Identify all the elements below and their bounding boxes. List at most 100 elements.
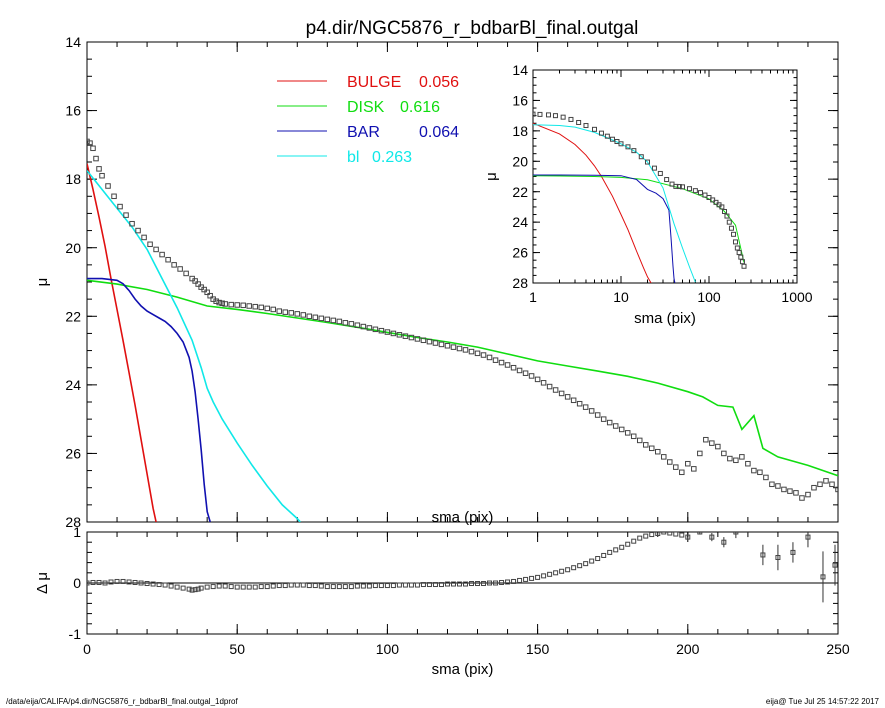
inset-ytick-label: 20	[512, 153, 528, 169]
data-point	[183, 270, 189, 277]
data-point	[336, 584, 342, 590]
main-ytick-label: 22	[65, 308, 81, 324]
data-point	[420, 337, 427, 344]
data-point	[546, 383, 553, 390]
main-ytick-label: 18	[65, 171, 81, 187]
data-point	[673, 464, 679, 470]
data-point	[330, 317, 337, 324]
data-point	[117, 203, 123, 210]
data-point	[258, 304, 264, 311]
data-point	[258, 584, 264, 590]
data-point	[686, 186, 692, 192]
inset-ytick-label: 16	[512, 92, 528, 108]
data-point	[685, 534, 691, 540]
data-point	[547, 571, 553, 577]
data-point	[444, 581, 450, 587]
data-point	[511, 578, 517, 584]
data-point	[545, 112, 551, 118]
main-plot: 14 16 18 20 22 24 26 28 sma (pix) μ	[34, 34, 839, 530]
data-point	[667, 532, 673, 536]
data-point	[360, 323, 367, 330]
data-point	[360, 583, 366, 589]
series-line-bulge	[533, 122, 652, 283]
data-point	[685, 460, 691, 467]
data-point	[426, 582, 432, 588]
data-point	[739, 259, 745, 265]
data-point	[592, 126, 598, 132]
data-point	[342, 320, 349, 326]
data-point	[721, 450, 727, 457]
data-point	[576, 400, 583, 407]
data-point	[150, 581, 156, 587]
data-point	[342, 584, 348, 590]
data-point	[738, 254, 744, 260]
inset-ytick-label: 26	[512, 245, 528, 261]
data-point	[598, 130, 604, 136]
data-point	[498, 359, 505, 366]
data-point	[306, 583, 312, 589]
data-point	[649, 445, 655, 452]
data-point	[733, 532, 739, 535]
data-point	[832, 562, 838, 568]
data-point	[129, 220, 135, 227]
data-point	[817, 481, 823, 488]
data-point	[805, 491, 811, 498]
data-point	[728, 225, 734, 231]
series-line-bar	[533, 174, 676, 283]
data-point	[560, 114, 566, 120]
inset-plot-area	[533, 111, 747, 283]
data-point	[468, 348, 475, 355]
legend-label-bulge: BULGE	[347, 74, 401, 91]
data-point	[480, 352, 487, 358]
data-point	[123, 212, 129, 218]
data-point	[165, 256, 171, 263]
residual-xtick-label: 200	[676, 641, 700, 657]
data-point	[252, 303, 258, 310]
data-point	[651, 165, 657, 171]
data-point	[559, 568, 565, 574]
data-point	[354, 322, 361, 328]
data-point	[664, 177, 670, 183]
data-point	[760, 552, 766, 558]
legend-value-bl: 0.263	[372, 149, 412, 166]
data-point	[746, 527, 750, 531]
data-point	[719, 204, 725, 210]
data-point	[604, 133, 610, 139]
data-point	[673, 532, 679, 537]
data-point	[414, 336, 421, 342]
data-point	[162, 582, 168, 588]
data-point	[643, 533, 649, 539]
data-point	[799, 495, 805, 501]
data-point	[456, 581, 462, 587]
data-point	[769, 481, 775, 488]
data-point	[384, 583, 390, 589]
data-point	[680, 184, 686, 190]
inset-xtick-label: 1000	[781, 289, 812, 305]
residual-xtick-label: 100	[376, 641, 400, 657]
data-point	[276, 583, 282, 589]
data-point	[570, 397, 577, 404]
data-point	[111, 193, 117, 200]
series-line-bar	[87, 277, 211, 522]
inset-ytick-label: 28	[512, 275, 528, 291]
data-point	[721, 208, 727, 214]
data-point	[288, 582, 294, 588]
data-point	[763, 474, 769, 481]
data-point	[114, 578, 120, 584]
data-point	[192, 587, 198, 593]
data-point	[396, 332, 403, 338]
data-point	[607, 549, 613, 555]
data-point	[126, 579, 132, 585]
data-point	[721, 539, 727, 545]
data-point	[222, 583, 228, 589]
data-point	[736, 250, 742, 256]
data-point	[625, 144, 631, 150]
data-point	[354, 583, 360, 589]
legend-value-disk: 0.616	[400, 99, 440, 116]
data-point	[228, 301, 234, 308]
data-point	[264, 584, 270, 590]
chart-title: p4.dir/NGC5876_r_bdbarBl_final.outgal	[306, 18, 639, 39]
inset-ytick-label: 14	[512, 62, 528, 78]
data-point	[523, 576, 529, 582]
